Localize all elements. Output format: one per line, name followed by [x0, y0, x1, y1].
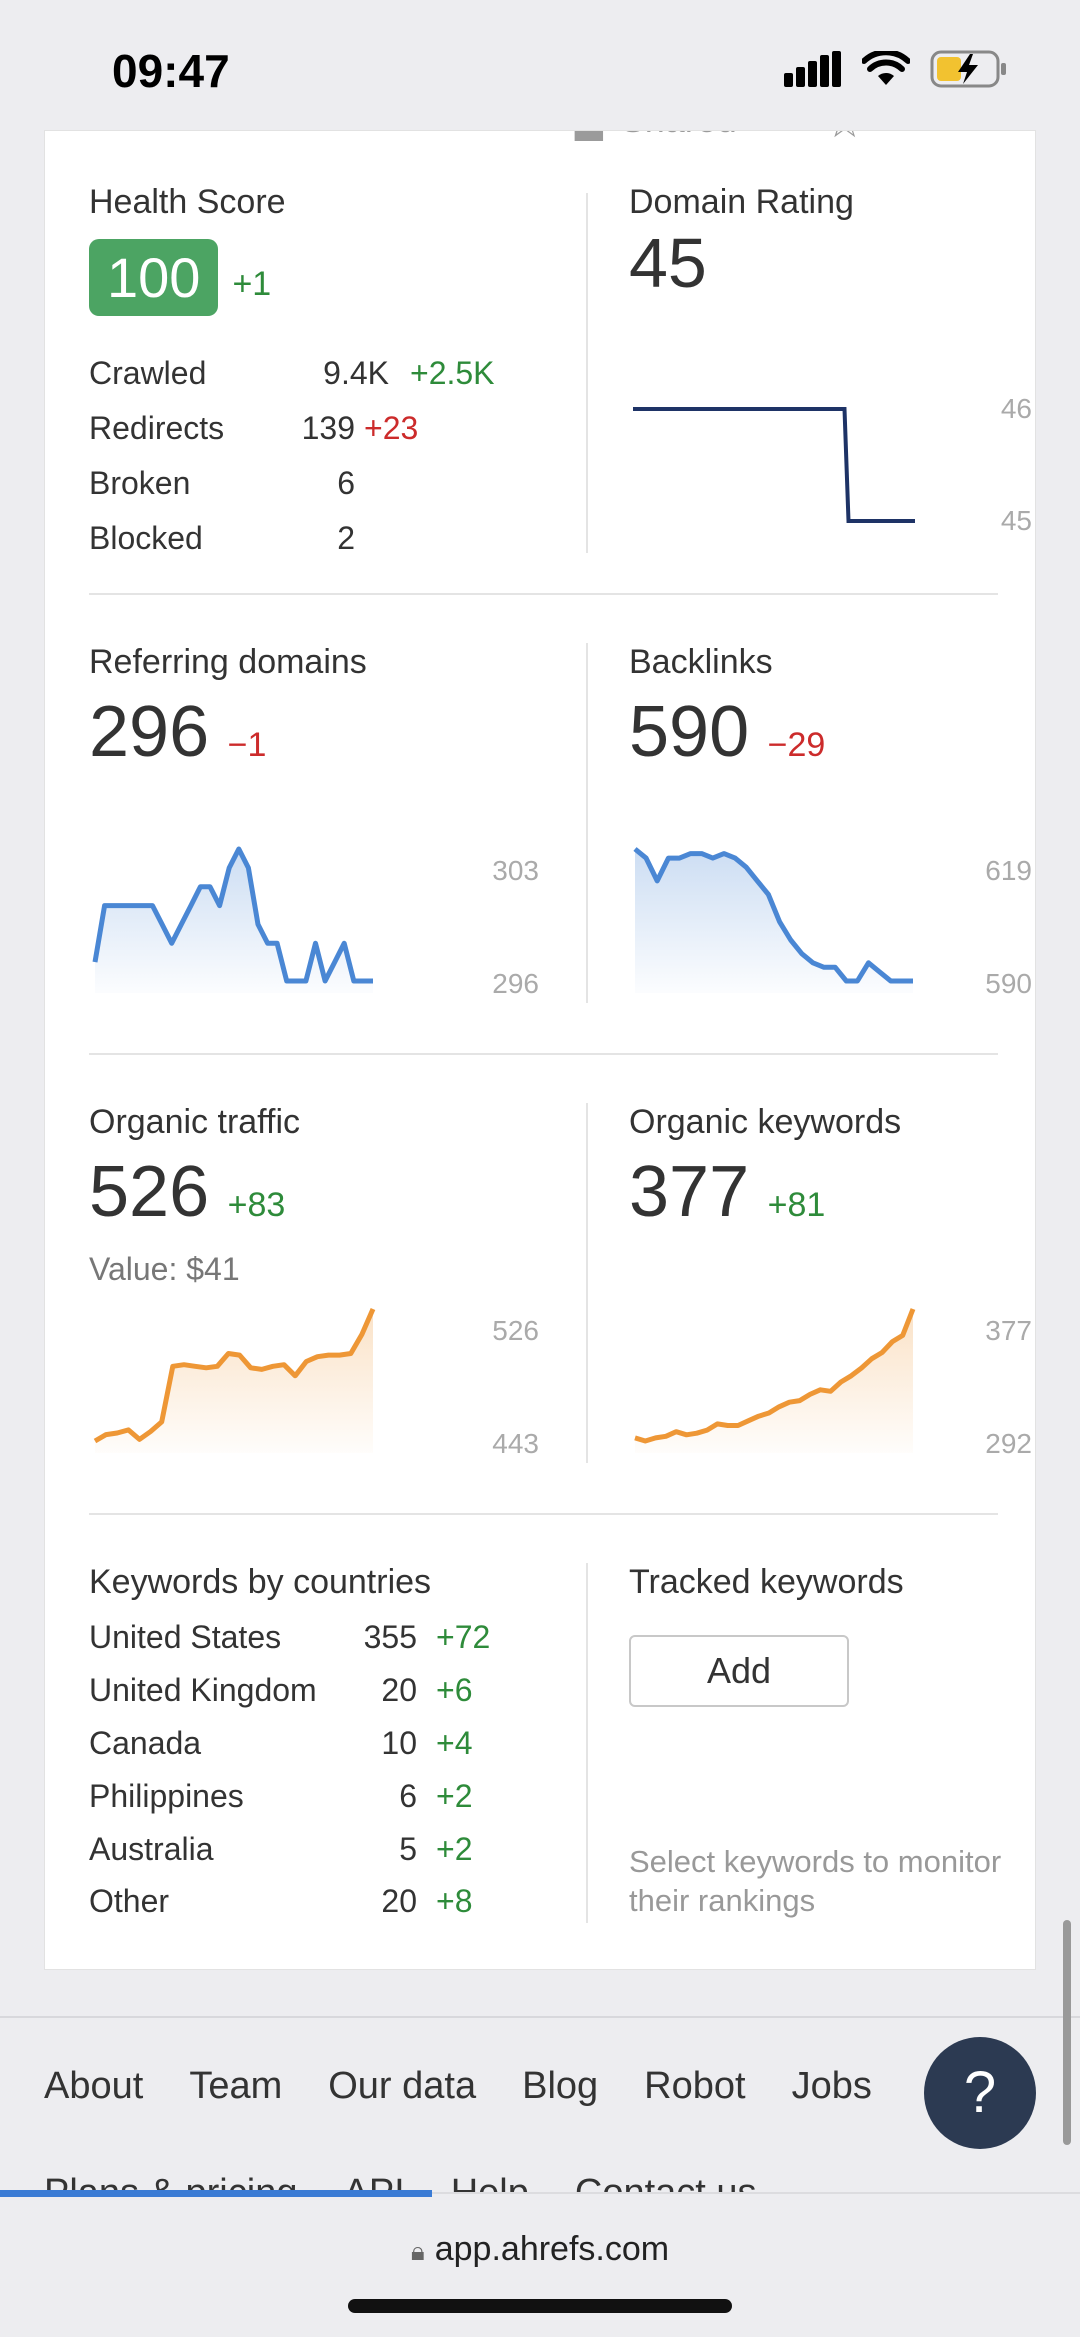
- bl-axis-min: 590: [985, 968, 1032, 999]
- referring-domains-delta: −1: [227, 726, 267, 764]
- overview-card: ▙ Shared ☆ Health Score 100 +1 Crawled 9…: [44, 130, 1036, 1970]
- footer-link-jobs[interactable]: Jobs: [791, 2065, 872, 2107]
- domain-rating-line: [633, 407, 915, 523]
- countries-tracked-section: Keywords by countries United States 355 …: [89, 1563, 1035, 1933]
- backlinks-delta: −29: [767, 726, 826, 764]
- url-display[interactable]: 🔒︎ app.ahrefs.com: [0, 2230, 1080, 2269]
- stat-row-crawled: Crawled 9.4K +2.5K: [89, 355, 495, 391]
- backlinks-area: [635, 849, 913, 993]
- footer-link-our-data[interactable]: Our data: [328, 2065, 477, 2107]
- star-icon[interactable]: ☆: [825, 131, 864, 148]
- dr-axis-min: 45: [1000, 505, 1032, 536]
- add-tracked-keywords-button[interactable]: Add: [629, 1635, 849, 1707]
- rd-axis-min: 296: [492, 968, 539, 999]
- organic-traffic-chart: [93, 1307, 376, 1453]
- bl-axis-max: 619: [985, 855, 1032, 886]
- organic-traffic-value-label: Value: $41: [89, 1251, 240, 1287]
- organic_keywords-area: [635, 1309, 913, 1453]
- lock-icon: 🔒︎: [410, 2236, 425, 2266]
- footer-separator: [0, 2016, 1080, 2018]
- health-score-delta: +1: [232, 265, 272, 303]
- row-divider-2: [89, 1053, 998, 1055]
- footer-link-blog[interactable]: Blog: [522, 2065, 599, 2107]
- health-score-badge: 100: [89, 239, 219, 316]
- stat-row-redirects: Redirects 139 +23: [89, 410, 419, 446]
- organic_keywords-line: [634, 1308, 916, 1444]
- home-indicator[interactable]: [348, 2299, 732, 2313]
- scrollbar-thumb[interactable]: [1063, 1920, 1071, 2145]
- countries-title: Keywords by countries: [89, 1563, 432, 1601]
- cellular-signal-icon: [784, 51, 841, 87]
- footer-link-team[interactable]: Team: [189, 2065, 283, 2107]
- row-divider-1: [89, 593, 998, 595]
- tracked-keywords-hint: Select keywords to monitor their ranking…: [629, 1844, 1002, 1918]
- wifi-icon: [862, 51, 910, 85]
- health-stats: Crawled 9.4K +2.5K Redirects 139 +23 Bro…: [89, 355, 529, 595]
- backlinks-value: 590: [629, 692, 750, 772]
- country-row[interactable]: Other 20 +8: [89, 1883, 473, 1919]
- dr-axis-max: 46: [1000, 393, 1032, 424]
- country-row[interactable]: Canada 10 +4: [89, 1725, 473, 1761]
- organic-keywords-value: 377: [629, 1152, 750, 1232]
- country-row[interactable]: Philippines 6 +2: [89, 1778, 473, 1814]
- status-time: 09:47: [112, 45, 230, 97]
- organic-section: Organic traffic 526 +83 Value: $41 526 4…: [89, 1103, 1035, 1503]
- shared-label: Shared: [621, 131, 737, 141]
- column-divider: [586, 193, 588, 553]
- ok-axis-min: 292: [985, 1428, 1032, 1459]
- footer-link-robot[interactable]: Robot: [644, 2065, 746, 2107]
- country-row[interactable]: Australia 5 +2: [89, 1831, 473, 1867]
- footer-nav: About Team Our data Blog Robot Jobs: [44, 2065, 872, 2108]
- backlinks-title: Backlinks: [629, 643, 773, 681]
- url-text: app.ahrefs.com: [434, 2230, 670, 2268]
- domain-rating-title: Domain Rating: [629, 183, 854, 221]
- status-icons: [784, 50, 1008, 88]
- browser-url-bar[interactable]: 🔒︎ app.ahrefs.com: [0, 2192, 1080, 2337]
- stat-row-blocked: Blocked 2: [89, 520, 355, 556]
- ok-axis-max: 377: [985, 1315, 1032, 1346]
- backlinks-line: [633, 847, 913, 984]
- stat-row-broken: Broken 6: [89, 465, 355, 501]
- organic-traffic-title: Organic traffic: [89, 1103, 301, 1141]
- country-row[interactable]: United States 355 +72: [89, 1619, 491, 1655]
- organic-keywords-title: Organic keywords: [629, 1103, 902, 1141]
- column-divider: [586, 1563, 588, 1923]
- page-load-progress: [0, 2190, 432, 2197]
- domain-rating-chart: [633, 407, 915, 523]
- backlinks-chart: [633, 847, 913, 993]
- footer-link-about[interactable]: About: [44, 2065, 144, 2107]
- health-dr-section: Health Score 100 +1 Crawled 9.4K +2.5K R…: [89, 183, 1035, 603]
- ot-axis-min: 443: [492, 1428, 539, 1459]
- organic-traffic-value: 526: [89, 1152, 210, 1232]
- country-row[interactable]: United Kingdom 20 +6: [89, 1672, 473, 1708]
- referring-domains-title: Referring domains: [89, 643, 367, 681]
- row-divider-3: [89, 1513, 998, 1515]
- column-divider: [586, 1103, 588, 1463]
- organic-keywords-chart: [634, 1308, 916, 1453]
- tracked-keywords-title: Tracked keywords: [629, 1563, 904, 1601]
- referring-domains-value: 296: [89, 692, 210, 772]
- organic_traffic-area: [95, 1309, 373, 1453]
- referring-domains-chart: [92, 846, 373, 993]
- referring_domains-area: [95, 849, 373, 993]
- help-button[interactable]: ?: [924, 2037, 1036, 2149]
- organic_traffic-line: [93, 1307, 376, 1444]
- shared-indicator[interactable]: ▙ Shared: [575, 131, 737, 141]
- status-bar: 09:47: [0, 0, 1080, 130]
- domain-rating-value: 45: [629, 224, 707, 302]
- shared-icon: ▙: [575, 131, 603, 141]
- column-divider: [586, 643, 588, 1003]
- health-score-title: Health Score: [89, 183, 286, 221]
- rd-backlinks-section: Referring domains 296 −1 303 296 Backlin…: [89, 643, 1035, 1043]
- battery-charging-icon: [930, 50, 1006, 88]
- ot-axis-max: 526: [492, 1315, 539, 1346]
- organic-traffic-delta: +83: [227, 1186, 286, 1224]
- rd-axis-max: 303: [492, 855, 539, 886]
- organic-keywords-delta: +81: [767, 1186, 826, 1224]
- referring_domains-line: [92, 846, 373, 984]
